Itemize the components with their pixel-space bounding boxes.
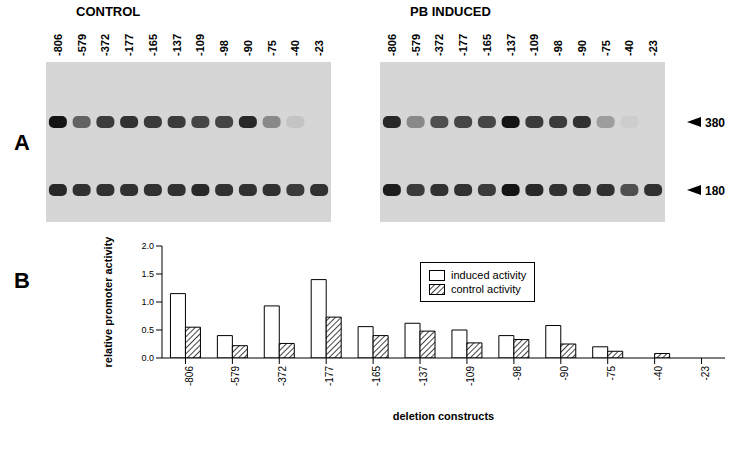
html-text:B: B — [14, 268, 30, 293]
html-text:control activity: control activity — [451, 283, 521, 295]
svg-text:relative promoter activity: relative promoter activity — [102, 236, 114, 368]
svg-text:-90: -90 — [242, 40, 254, 56]
svg-text:-137: -137 — [418, 366, 429, 386]
svg-text:1.0: 1.0 — [141, 297, 154, 307]
svg-text:-98: -98 — [512, 366, 523, 381]
svg-text:2.0: 2.0 — [141, 241, 154, 251]
svg-text:380: 380 — [705, 116, 725, 130]
svg-text:-109: -109 — [465, 366, 476, 386]
svg-text:-372: -372 — [433, 34, 445, 56]
svg-text:-40: -40 — [653, 366, 664, 381]
svg-text:-40: -40 — [623, 40, 635, 56]
svg-text:-98: -98 — [218, 40, 230, 56]
svg-text:-806: -806 — [386, 34, 398, 56]
svg-text:1.5: 1.5 — [141, 269, 154, 279]
svg-text:-75: -75 — [606, 366, 617, 381]
svg-text:-90: -90 — [559, 366, 570, 381]
svg-text:-137: -137 — [505, 34, 517, 56]
svg-text:-75: -75 — [600, 40, 612, 56]
svg-text:-137: -137 — [171, 34, 183, 56]
svg-text:deletion constructs: deletion constructs — [393, 410, 494, 422]
svg-text:-98: -98 — [552, 40, 564, 56]
svg-text:A: A — [14, 130, 30, 155]
svg-text:0.0: 0.0 — [141, 353, 154, 363]
svg-text:-75: -75 — [266, 40, 278, 56]
svg-text:-372: -372 — [99, 34, 111, 56]
html-text:induced activity: induced activity — [451, 269, 527, 281]
svg-text:180: 180 — [705, 184, 725, 198]
svg-text:-40: -40 — [289, 40, 301, 56]
svg-text:-23: -23 — [647, 40, 659, 56]
svg-text:-806: -806 — [184, 366, 195, 386]
svg-text:-579: -579 — [410, 34, 422, 56]
svg-text:PB INDUCED: PB INDUCED — [410, 4, 491, 19]
svg-text:-165: -165 — [147, 34, 159, 56]
svg-text:-90: -90 — [576, 40, 588, 56]
svg-text:-579: -579 — [230, 366, 241, 386]
svg-text:-23: -23 — [700, 366, 711, 381]
svg-text:-177: -177 — [457, 34, 469, 56]
svg-text:-165: -165 — [481, 34, 493, 56]
svg-text:-109: -109 — [194, 34, 206, 56]
svg-text:-23: -23 — [313, 40, 325, 56]
svg-text:-165: -165 — [371, 366, 382, 386]
svg-text:-177: -177 — [123, 34, 135, 56]
svg-text:0.5: 0.5 — [141, 325, 154, 335]
svg-text:-579: -579 — [76, 34, 88, 56]
svg-text:CONTROL: CONTROL — [76, 4, 140, 19]
svg-text:-109: -109 — [528, 34, 540, 56]
svg-text:-806: -806 — [52, 34, 64, 56]
svg-text:-372: -372 — [277, 366, 288, 386]
svg-text:-177: -177 — [324, 366, 335, 386]
